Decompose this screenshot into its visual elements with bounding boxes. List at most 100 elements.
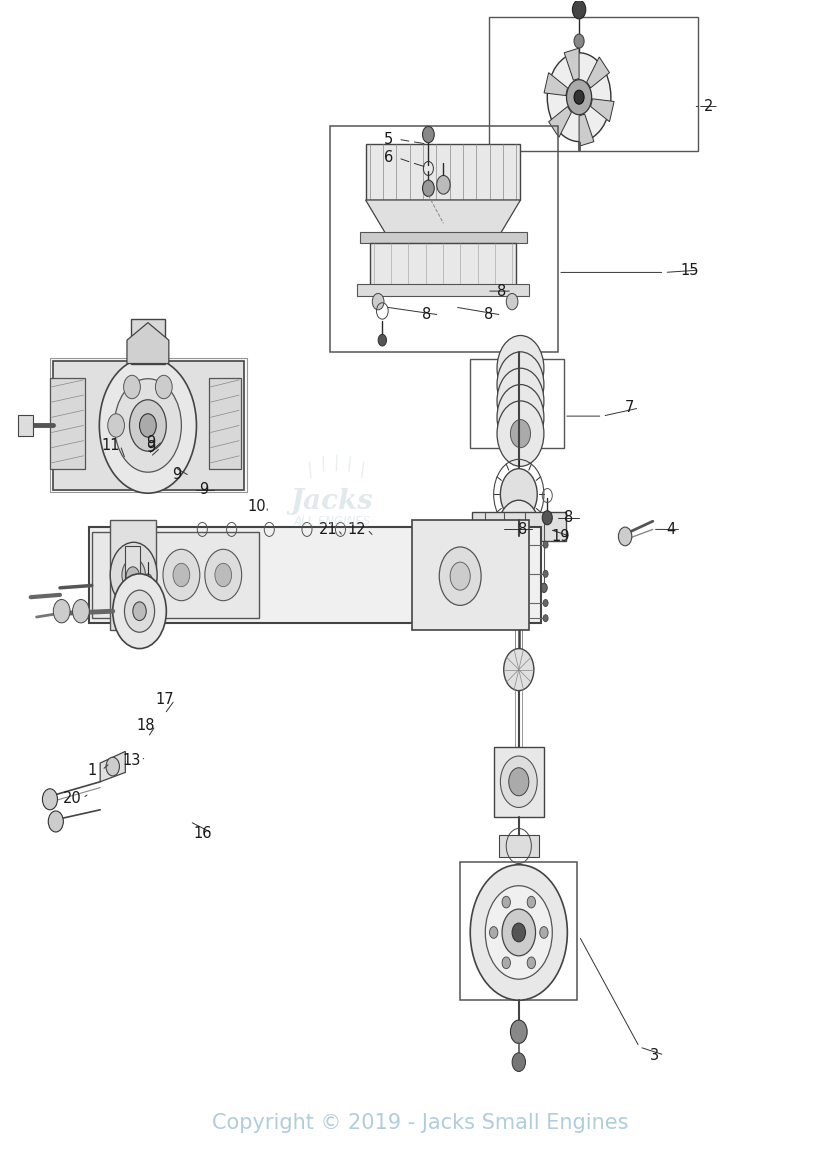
- Circle shape: [497, 336, 544, 400]
- Circle shape: [543, 600, 548, 607]
- Text: 8: 8: [517, 522, 527, 537]
- Circle shape: [574, 34, 584, 48]
- Polygon shape: [365, 200, 521, 235]
- Circle shape: [574, 90, 584, 104]
- Circle shape: [511, 1020, 528, 1043]
- Circle shape: [450, 562, 470, 590]
- Polygon shape: [587, 57, 610, 88]
- Circle shape: [139, 413, 156, 437]
- Circle shape: [511, 419, 531, 447]
- Circle shape: [522, 583, 528, 593]
- Text: 7: 7: [625, 400, 634, 416]
- Circle shape: [501, 583, 507, 593]
- Circle shape: [543, 570, 548, 577]
- Circle shape: [498, 500, 540, 559]
- Text: 8: 8: [497, 283, 507, 299]
- Text: 9: 9: [199, 482, 208, 498]
- Bar: [89, 527, 542, 623]
- Circle shape: [511, 386, 531, 415]
- Polygon shape: [579, 114, 594, 146]
- Circle shape: [511, 370, 531, 398]
- Circle shape: [215, 563, 232, 587]
- Circle shape: [113, 574, 166, 649]
- Circle shape: [155, 376, 172, 398]
- Polygon shape: [549, 107, 571, 137]
- Circle shape: [423, 126, 434, 143]
- Circle shape: [48, 812, 63, 831]
- Circle shape: [110, 542, 157, 608]
- Circle shape: [108, 413, 124, 437]
- Bar: [18, 415, 34, 436]
- Circle shape: [501, 756, 538, 808]
- Circle shape: [123, 376, 140, 398]
- Circle shape: [423, 180, 434, 197]
- Circle shape: [133, 602, 146, 621]
- Circle shape: [512, 923, 526, 941]
- Circle shape: [541, 583, 547, 593]
- Text: 18: 18: [136, 718, 155, 733]
- Text: 16: 16: [193, 826, 212, 841]
- Text: 2: 2: [704, 100, 713, 114]
- Circle shape: [439, 547, 481, 605]
- Bar: [131, 320, 165, 363]
- Circle shape: [372, 294, 384, 310]
- Bar: [357, 285, 529, 296]
- Text: ALL ENGINES: ALL ENGINES: [293, 515, 370, 528]
- Circle shape: [566, 80, 591, 115]
- Circle shape: [540, 926, 548, 938]
- Circle shape: [501, 468, 538, 520]
- Circle shape: [127, 563, 144, 587]
- Bar: [499, 835, 539, 856]
- Circle shape: [482, 583, 489, 593]
- Circle shape: [507, 294, 518, 310]
- Text: 17: 17: [155, 692, 174, 707]
- Bar: [209, 377, 241, 468]
- Bar: [489, 16, 698, 151]
- Circle shape: [511, 403, 531, 431]
- Circle shape: [497, 368, 544, 433]
- Circle shape: [528, 957, 536, 968]
- Bar: [365, 144, 521, 200]
- Text: Jacks: Jacks: [291, 488, 374, 515]
- Bar: [370, 244, 517, 288]
- Text: 10: 10: [248, 499, 266, 514]
- Polygon shape: [127, 323, 169, 363]
- Circle shape: [99, 357, 197, 493]
- Circle shape: [528, 896, 536, 908]
- Circle shape: [163, 549, 200, 601]
- Text: 15: 15: [680, 262, 699, 278]
- Circle shape: [502, 909, 536, 956]
- Text: 9: 9: [146, 440, 155, 456]
- Bar: [412, 520, 529, 630]
- Circle shape: [122, 559, 145, 591]
- Text: 9: 9: [146, 436, 155, 451]
- Polygon shape: [564, 48, 579, 81]
- Circle shape: [504, 649, 534, 691]
- Bar: [494, 747, 544, 817]
- Polygon shape: [544, 73, 568, 96]
- Text: 4: 4: [667, 522, 676, 537]
- Text: 8: 8: [484, 307, 493, 322]
- Circle shape: [572, 0, 585, 19]
- Circle shape: [502, 957, 511, 968]
- Text: 13: 13: [122, 753, 140, 768]
- Bar: [360, 232, 528, 244]
- Circle shape: [42, 789, 57, 810]
- Bar: [50, 357, 247, 492]
- Circle shape: [126, 567, 139, 586]
- Circle shape: [129, 399, 166, 451]
- Text: Copyright © 2019 - Jacks Small Engines: Copyright © 2019 - Jacks Small Engines: [212, 1112, 628, 1132]
- Circle shape: [486, 885, 552, 979]
- Circle shape: [117, 549, 154, 601]
- Circle shape: [547, 53, 611, 142]
- Bar: [125, 546, 140, 604]
- Circle shape: [497, 351, 544, 417]
- Circle shape: [114, 378, 181, 472]
- Text: 1: 1: [87, 762, 97, 778]
- Text: 5: 5: [384, 132, 393, 146]
- Text: 21: 21: [318, 522, 337, 537]
- Circle shape: [106, 758, 119, 776]
- Bar: [472, 512, 565, 541]
- Text: 6: 6: [384, 150, 393, 165]
- Polygon shape: [100, 752, 125, 782]
